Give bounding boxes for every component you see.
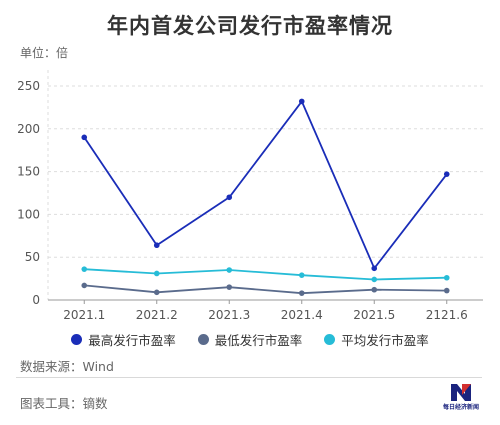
legend-item-avg[interactable]: 平均发行市盈率 [324,330,429,349]
legend-swatch-max [71,334,83,345]
x-tick-label: 2021.2 [136,308,178,322]
x-tick-label: 2021.5 [353,308,395,322]
line-chart: 0 50 100 150 200 250 2021.1 2021.2 2021.3 2021.4 2… [17,70,483,322]
data-point [371,286,378,293]
data-point [81,282,88,289]
y-tick-label: 50 [25,250,40,264]
y-tick-label: 250 [17,79,40,93]
series-line-1 [84,284,447,295]
nbd-logo-icon [451,384,471,401]
data-point [81,266,88,272]
data-point [153,289,160,296]
data-point [226,194,233,201]
data-point [443,171,450,177]
data-point [298,98,305,105]
legend-item-max[interactable]: 最高发行市盈率 [71,330,176,349]
data-point [81,134,88,141]
data-point [371,265,378,272]
series-line-2 [84,268,447,281]
data-point [443,274,450,281]
x-tick-label: 2021.1 [63,308,105,322]
nbd-logo: 每日经济新闻 [436,381,486,421]
y-tick-label: 0 [32,293,40,307]
chart-title: 年内首发公司发行市盈率情况 [107,14,393,38]
data-point [371,276,378,283]
grid-layer [48,85,483,258]
series-layer [81,98,450,296]
x-tick-label: 2021.3 [208,308,250,322]
legend-label-min: 最低发行市盈率 [214,333,303,348]
legend-item-min[interactable]: 最低发行市盈率 [197,330,303,349]
x-tick-label: 2121.6 [426,308,468,322]
y-tick-label: 150 [17,165,40,179]
data-point [443,287,450,294]
chart-tool: 图表工具：镝数 [20,396,108,411]
data-point [153,270,160,277]
chart-legend: 最高发行市盈率 最低发行市盈率 平均发行市盈率 [0,330,500,349]
x-tick-label: 2021.4 [281,308,323,322]
data-point [226,284,233,290]
legend-label-max: 最高发行市盈率 [88,333,176,348]
nbd-logo-text: 每日经济新闻 [442,404,479,411]
series-line-0 [83,100,448,270]
data-point [226,267,233,273]
data-point [298,290,305,296]
legend-label-avg: 平均发行市盈率 [341,333,429,348]
axis-layer: 0 50 100 150 200 250 2021.1 2021.2 2021.3 2021.4 2… [17,70,483,322]
footer-divider [16,377,482,378]
unit-label: 单位：倍 [20,46,69,60]
data-source: 数据来源：Wind [20,359,114,374]
data-point [153,242,160,249]
legend-swatch-min [197,334,209,345]
legend-swatch-avg [324,334,336,345]
y-tick-label: 200 [17,122,40,136]
y-tick-label: 100 [17,207,40,221]
data-point [298,272,305,278]
